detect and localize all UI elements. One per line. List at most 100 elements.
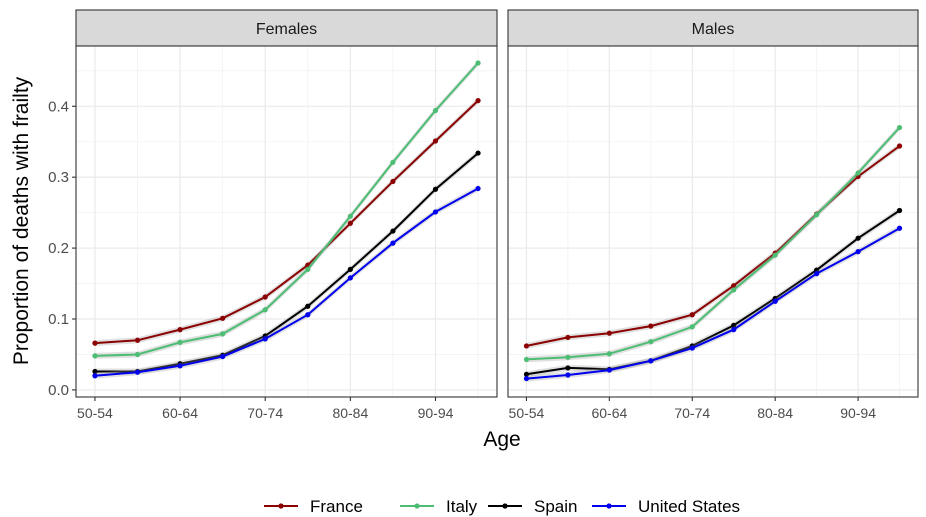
data-point (432, 209, 439, 215)
legend: France Italy Spain United States (264, 497, 740, 516)
data-point (92, 340, 98, 346)
series-line (526, 209, 901, 376)
data-point (606, 367, 612, 373)
data-point (565, 372, 571, 378)
series-line (526, 145, 901, 347)
data-point (177, 327, 183, 333)
legend-label: Italy (446, 497, 478, 516)
data-point (648, 323, 654, 329)
legend-label: France (310, 497, 363, 516)
x-axes: 50-54 60-64 70-74 80-84 90-94 50-54 60-64 70-74… (77, 397, 876, 421)
y-tick-label: 0.2 (48, 240, 69, 257)
data-point (390, 228, 396, 234)
plot-background (508, 46, 918, 397)
x-tick-label: 70-74 (247, 405, 283, 421)
data-point (565, 365, 571, 371)
data-point (475, 150, 481, 156)
data-point (347, 220, 353, 226)
x-tick-label: 60-64 (591, 405, 627, 421)
data-point (855, 249, 861, 255)
data-point (814, 212, 820, 218)
data-point (772, 298, 778, 304)
gridlines (508, 46, 918, 397)
series-united-states (523, 225, 903, 382)
data-point (432, 186, 439, 192)
x-tick-label: 70-74 (674, 405, 710, 421)
facet-strip (75, 9, 498, 47)
data-point (689, 324, 695, 330)
data-point (92, 353, 98, 359)
y-tick-label: 0.4 (48, 98, 69, 115)
panel-border (75, 45, 498, 398)
x-axis-females: 50-54 60-64 70-74 80-84 90-94 (77, 397, 454, 421)
y-tick-label: 0.1 (48, 311, 69, 328)
data-point (390, 240, 396, 246)
data-point (896, 225, 903, 231)
x-tick-label: 50-54 (509, 405, 545, 421)
x-tick-label: 90-94 (840, 405, 876, 421)
data-point (523, 375, 530, 382)
data-point (92, 373, 98, 379)
legend-item-italy: Italy (400, 497, 478, 516)
data-point (689, 312, 695, 318)
series-line (94, 62, 479, 357)
data-point (896, 207, 903, 214)
data-point (606, 330, 612, 336)
data-point (432, 138, 439, 144)
series-france (92, 97, 481, 347)
data-point (220, 315, 226, 321)
data-point (731, 287, 737, 293)
gridlines (76, 46, 497, 397)
series-line (94, 187, 479, 377)
data-point (262, 336, 268, 342)
data-point (390, 178, 396, 185)
panel-males: Males (507, 9, 919, 398)
data-point (814, 271, 820, 277)
legend-key-point (606, 503, 612, 509)
data-point (177, 363, 183, 369)
series-line (94, 152, 479, 373)
x-axis-label: Age (483, 428, 520, 451)
data-point (134, 369, 141, 375)
data-point (305, 312, 311, 318)
data-point (648, 339, 654, 345)
data-point (523, 356, 530, 363)
y-tick-label: 0.0 (48, 382, 69, 399)
data-point (134, 337, 141, 343)
data-point (347, 275, 353, 281)
series-italy (92, 60, 481, 359)
legend-item-united-states: United States (592, 497, 740, 516)
chart-panels: Females Males (75, 9, 919, 398)
panel-border (507, 45, 919, 398)
x-tick-label: 60-64 (162, 405, 198, 421)
data-point (523, 371, 530, 377)
data-point (565, 334, 571, 341)
series-spain (92, 150, 481, 375)
data-point (731, 283, 737, 289)
series-line (526, 126, 901, 361)
y-axis-label: Proportion of deaths with frailty (10, 76, 33, 365)
facet-title: Females (256, 21, 317, 38)
data-point (475, 60, 481, 66)
legend-label: Spain (534, 497, 577, 516)
data-point (262, 307, 268, 313)
data-point (347, 213, 353, 219)
data-point (475, 185, 481, 192)
data-point (347, 266, 353, 272)
x-tick-label: 90-94 (418, 405, 454, 421)
data-point (134, 351, 141, 358)
x-tick-label: 80-84 (757, 405, 793, 421)
series-united-states (92, 185, 481, 379)
data-point (855, 170, 861, 176)
data-point (731, 327, 737, 333)
facet-title: Males (692, 21, 735, 38)
data-point (606, 351, 612, 357)
data-point (305, 266, 311, 272)
data-point (262, 294, 268, 300)
data-point (772, 252, 778, 258)
data-point (177, 339, 183, 345)
data-point (475, 98, 481, 104)
y-tick-label: 0.3 (48, 169, 69, 186)
data-point (855, 235, 861, 241)
